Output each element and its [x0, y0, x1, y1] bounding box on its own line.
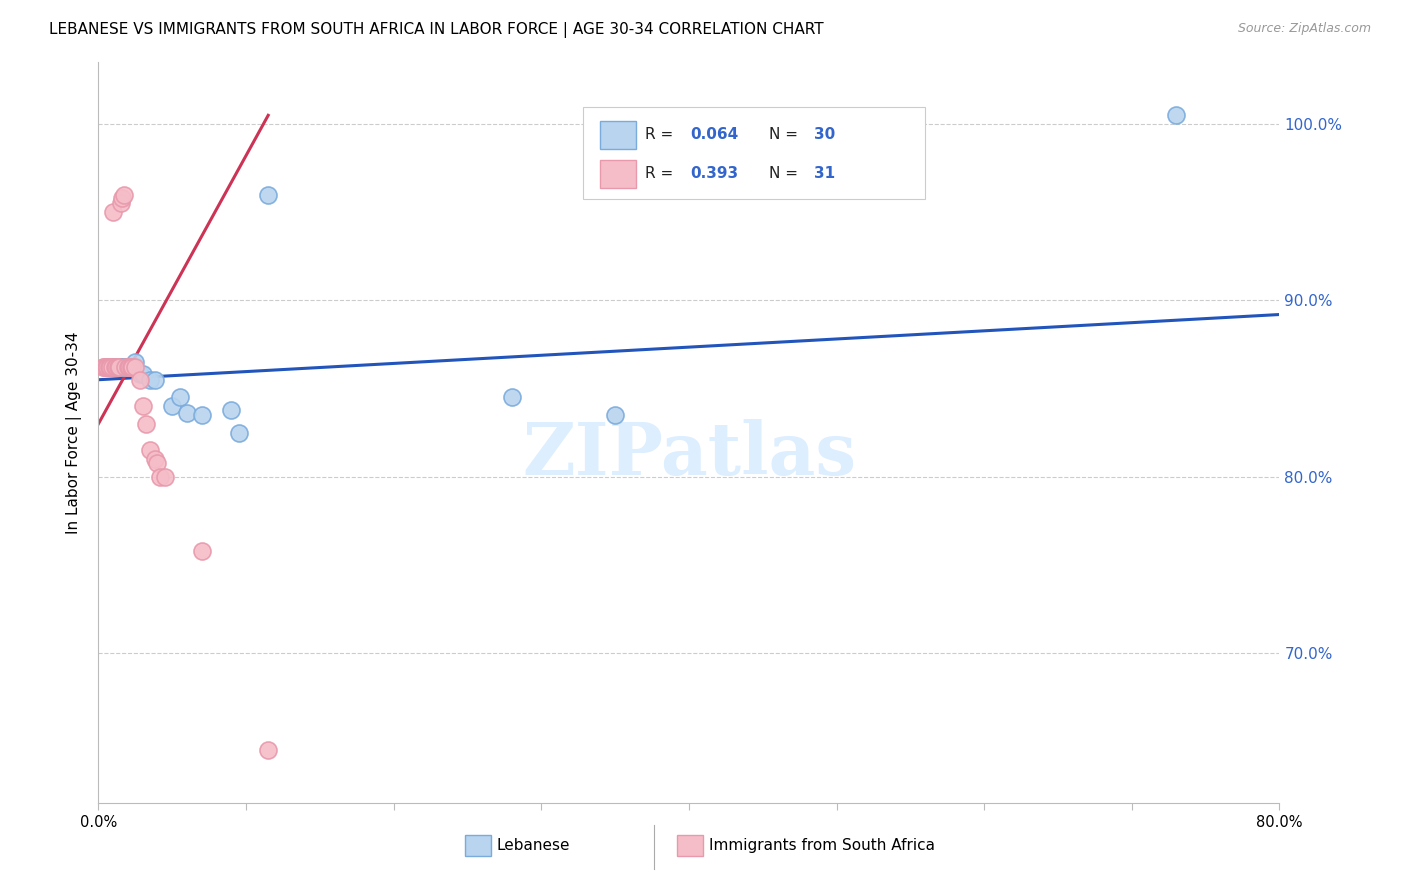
Point	[98, 360, 121, 375]
Text: 30: 30	[814, 127, 835, 142]
Point	[107, 360, 129, 375]
Point	[120, 360, 142, 375]
Text: ZIPatlas: ZIPatlas	[522, 419, 856, 491]
Point	[97, 360, 120, 375]
Point	[143, 452, 166, 467]
FancyBboxPatch shape	[600, 121, 636, 149]
Point	[135, 417, 157, 431]
Point	[111, 191, 134, 205]
Point	[169, 390, 191, 404]
Text: Source: ZipAtlas.com: Source: ZipAtlas.com	[1237, 22, 1371, 36]
Text: Lebanese: Lebanese	[496, 838, 569, 854]
Point	[228, 425, 250, 440]
Point	[103, 360, 125, 375]
Point	[117, 360, 139, 375]
Point	[257, 187, 280, 202]
Text: LEBANESE VS IMMIGRANTS FROM SOUTH AFRICA IN LABOR FORCE | AGE 30-34 CORRELATION : LEBANESE VS IMMIGRANTS FROM SOUTH AFRICA…	[49, 22, 824, 38]
Point	[117, 360, 139, 375]
Point	[139, 373, 162, 387]
Point	[176, 406, 198, 420]
Point	[110, 360, 132, 375]
Text: 0.064: 0.064	[690, 127, 738, 142]
Point	[108, 360, 131, 375]
Point	[501, 390, 523, 404]
Point	[111, 360, 134, 375]
Point	[132, 399, 155, 413]
Point	[94, 360, 117, 375]
Point	[105, 360, 128, 375]
Point	[124, 355, 146, 369]
Text: 0.393: 0.393	[690, 166, 738, 181]
Point	[121, 360, 143, 375]
Point	[97, 360, 120, 375]
Text: N =: N =	[769, 166, 803, 181]
Point	[221, 402, 243, 417]
Point	[103, 205, 125, 219]
Point	[114, 360, 136, 375]
Point	[124, 360, 146, 375]
Point	[96, 360, 118, 375]
Point	[104, 360, 127, 375]
Point	[108, 360, 131, 375]
Y-axis label: In Labor Force | Age 30-34: In Labor Force | Age 30-34	[66, 331, 83, 534]
Text: R =: R =	[645, 127, 678, 142]
Point	[153, 469, 176, 483]
FancyBboxPatch shape	[582, 107, 925, 200]
Point	[118, 360, 141, 375]
Point	[114, 360, 136, 375]
Point	[132, 368, 155, 382]
Point	[104, 360, 127, 375]
Point	[605, 408, 627, 422]
Point	[162, 399, 183, 413]
Point	[1166, 108, 1188, 122]
FancyBboxPatch shape	[678, 836, 703, 856]
Point	[128, 373, 150, 387]
Text: 31: 31	[814, 166, 835, 181]
FancyBboxPatch shape	[464, 836, 491, 856]
Text: R =: R =	[645, 166, 678, 181]
Point	[100, 360, 122, 375]
Point	[191, 543, 214, 558]
Point	[98, 360, 121, 375]
Text: Immigrants from South Africa: Immigrants from South Africa	[709, 838, 935, 854]
Point	[143, 373, 166, 387]
Text: N =: N =	[769, 127, 803, 142]
Point	[93, 360, 115, 375]
Point	[91, 360, 114, 375]
Point	[94, 360, 117, 375]
Point	[112, 360, 135, 375]
Point	[120, 360, 142, 375]
Point	[110, 196, 132, 211]
Point	[105, 360, 128, 375]
Point	[100, 360, 122, 375]
Point	[139, 443, 162, 458]
Point	[191, 408, 214, 422]
FancyBboxPatch shape	[600, 161, 636, 188]
Point	[128, 368, 150, 382]
Point	[149, 469, 172, 483]
Point	[257, 743, 280, 757]
Point	[146, 456, 169, 470]
Point	[107, 360, 129, 375]
Point	[112, 187, 135, 202]
